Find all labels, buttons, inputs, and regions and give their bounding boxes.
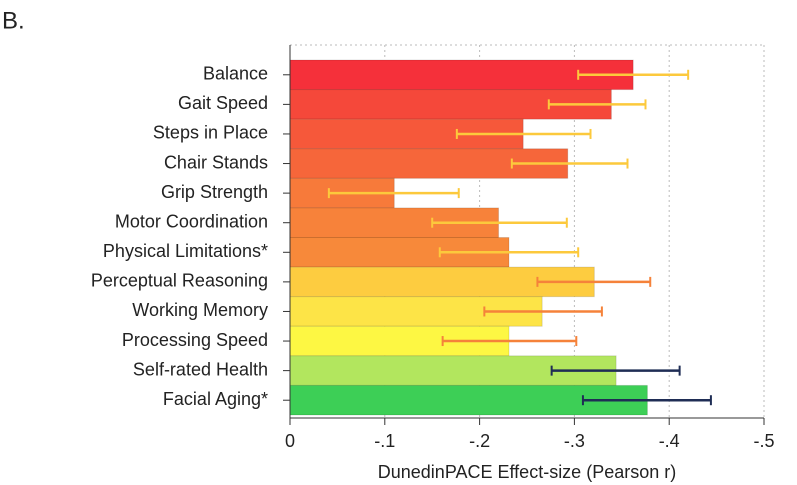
y-tick-label: Working Memory: [132, 300, 268, 320]
y-tick-label: Processing Speed: [122, 330, 268, 350]
y-tick-label: Physical Limitations*: [103, 241, 268, 261]
y-tick-label: Facial Aging*: [163, 389, 268, 409]
y-tick-label: Chair Stands: [164, 152, 268, 172]
x-tick-label: 0: [285, 431, 295, 451]
y-tick-label: Gait Speed: [178, 93, 268, 113]
x-axis-title: DunedinPACE Effect-size (Pearson r): [378, 462, 676, 482]
panel-label: B.: [2, 7, 25, 34]
y-tick-label: Steps in Place: [153, 123, 268, 143]
x-tick-label: -.3: [564, 431, 585, 451]
y-tick-label: Self-rated Health: [133, 359, 268, 379]
y-tick-label: Perceptual Reasoning: [91, 271, 268, 291]
x-tick-label: -.2: [469, 431, 490, 451]
x-tick-label: -.5: [753, 431, 774, 451]
y-tick-label: Balance: [203, 64, 268, 84]
y-tick-label: Grip Strength: [161, 182, 268, 202]
y-tick-label: Motor Coordination: [115, 211, 268, 231]
x-tick-label: -.1: [374, 431, 395, 451]
x-tick-label: -.4: [659, 431, 680, 451]
